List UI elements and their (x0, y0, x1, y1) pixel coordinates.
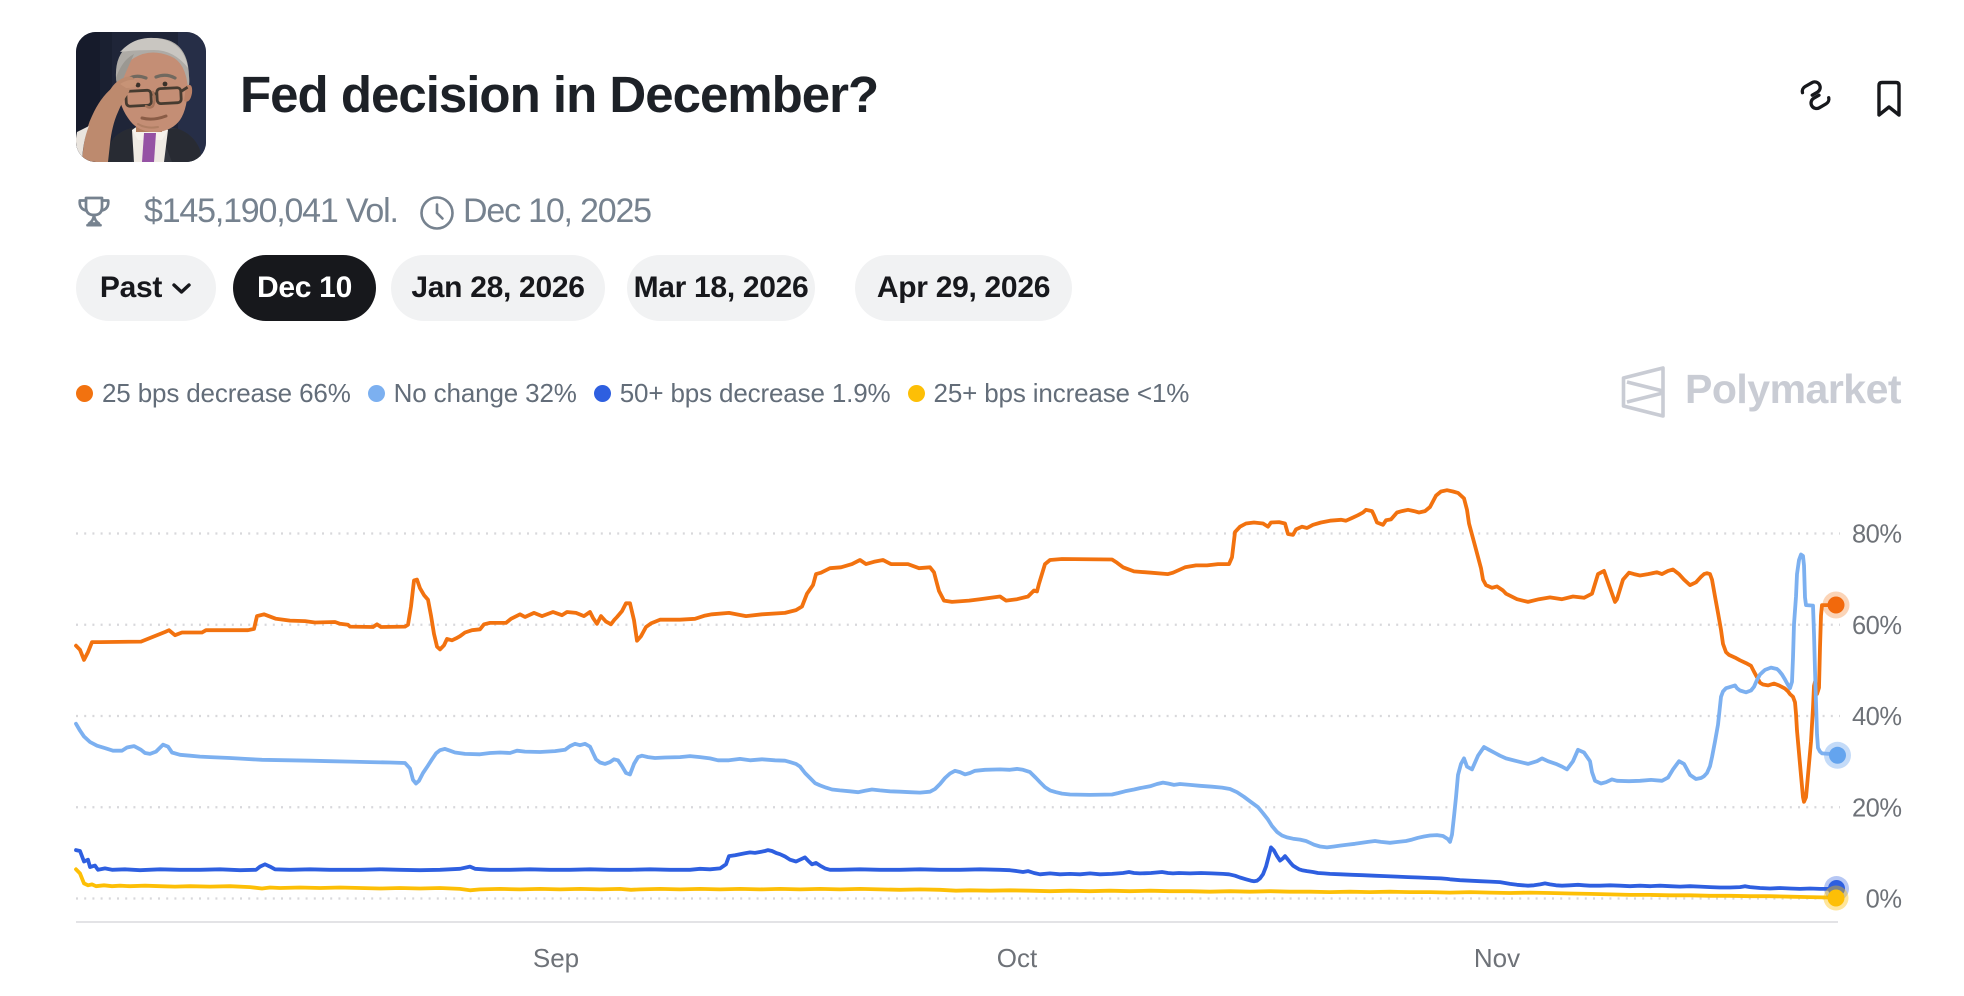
svg-text:80%: 80% (1852, 521, 1902, 549)
svg-text:40%: 40% (1852, 703, 1902, 731)
svg-text:Sep: Sep (533, 943, 579, 973)
svg-text:60%: 60% (1852, 612, 1902, 640)
svg-text:Oct: Oct (997, 943, 1038, 973)
svg-text:20%: 20% (1852, 794, 1902, 822)
svg-text:0%: 0% (1866, 886, 1902, 914)
svg-text:Nov: Nov (1474, 943, 1520, 973)
